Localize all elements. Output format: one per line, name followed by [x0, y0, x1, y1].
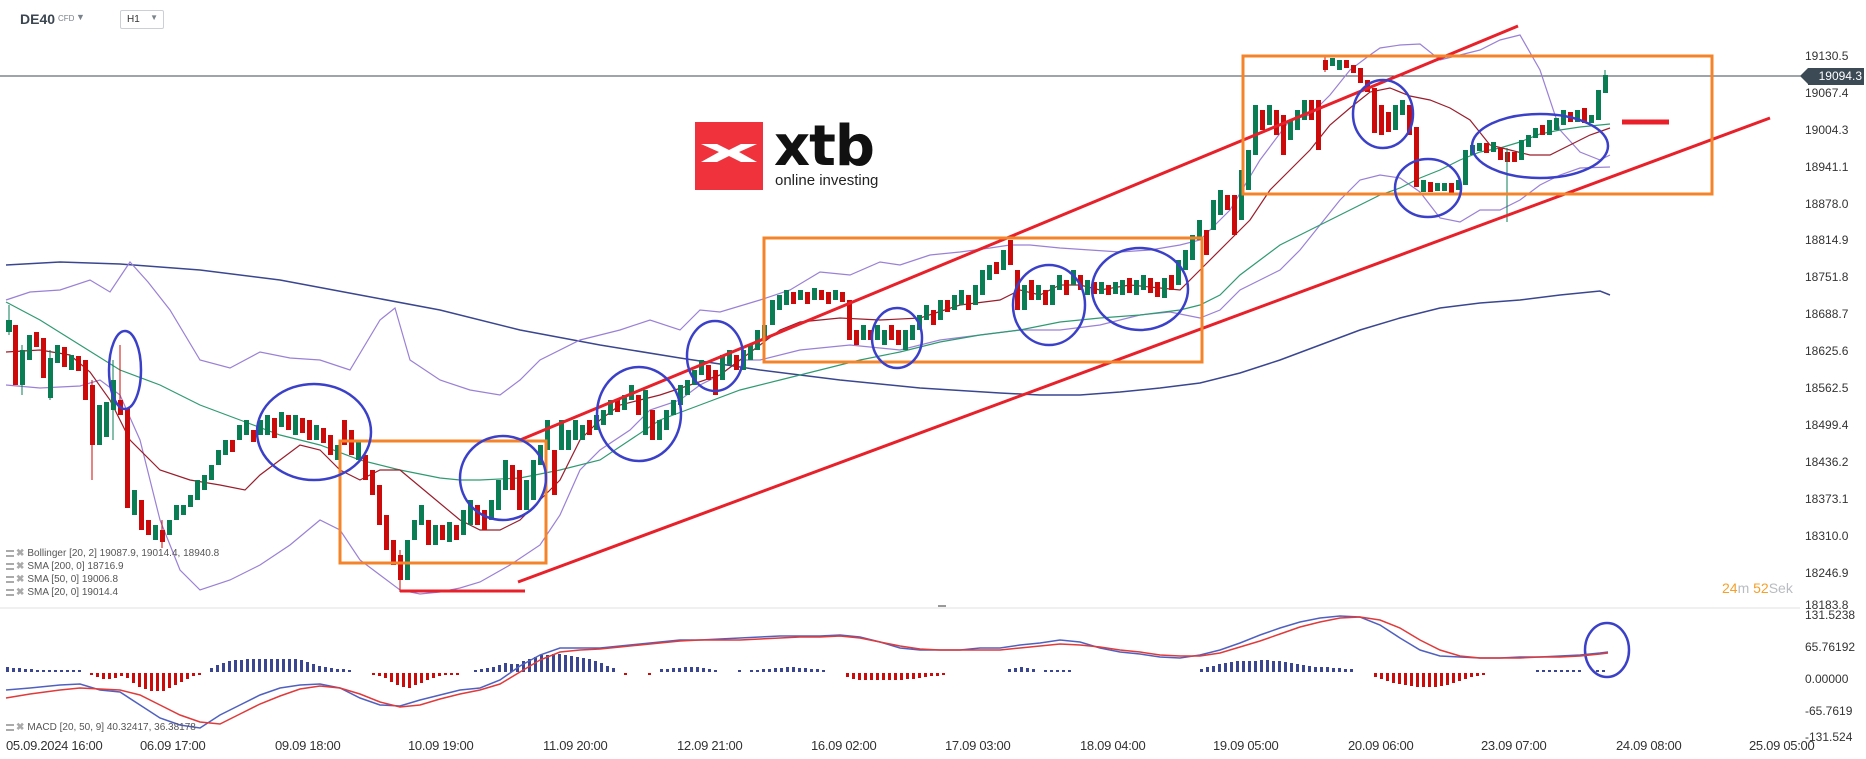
time-tick: 09.09 18:00: [275, 738, 341, 753]
indicator-macd: ✖ MACD [20, 50, 9] 40.32417, 36.38178: [6, 722, 196, 733]
range-box-2: [762, 236, 1204, 364]
macd-signal-line: [5, 616, 1609, 725]
highlight-circles: [107, 78, 1631, 679]
price-tick: 18625.6: [1805, 344, 1849, 358]
macd-tick: -65.7619: [1805, 704, 1853, 718]
price-tick: 19004.3: [1805, 123, 1849, 137]
time-tick: 20.09 06:00: [1348, 738, 1414, 753]
indicator-sma20: ✖ SMA [20, 0] 19014.4: [6, 587, 118, 598]
price-tick: 18941.1: [1805, 160, 1849, 174]
symbol-type: CFD: [58, 14, 75, 23]
remove-indicator-icon[interactable]: ✖: [16, 561, 25, 572]
sma20-line: [5, 87, 1611, 531]
indicator-bollinger: ✖ Bollinger [20, 2] 19087.9, 19014.4, 189…: [6, 548, 219, 559]
current-price-tag: 19094.3: [1800, 68, 1864, 85]
time-tick: 23.09 07:00: [1481, 738, 1547, 753]
time-tick: 19.09 05:00: [1213, 738, 1279, 753]
xtb-logo-tagline: online investing: [775, 172, 879, 189]
price-tick: 18814.9: [1805, 233, 1849, 247]
timeframe-value: H1: [127, 14, 140, 25]
symbol-dropdown-icon[interactable]: ▼: [76, 12, 85, 22]
time-tick: 06.09 17:00: [140, 738, 206, 753]
time-tick: 16.09 02:00: [811, 738, 877, 753]
remove-indicator-icon[interactable]: ✖: [16, 587, 25, 598]
range-box-3: [1241, 54, 1714, 196]
trendline-upper: [519, 24, 1519, 442]
chevron-down-icon: ▼: [150, 13, 158, 22]
settings-icon[interactable]: [6, 575, 14, 583]
macd-tick: 131.5238: [1805, 608, 1856, 622]
time-tick: 24.09 08:00: [1616, 738, 1682, 753]
price-tick: 18310.0: [1805, 529, 1849, 543]
price-tick: 18373.1: [1805, 492, 1849, 506]
sma200-line: [5, 261, 1611, 396]
sma50-line: [5, 123, 1611, 481]
price-tick: 19067.4: [1805, 86, 1849, 100]
macd-histogram: [6, 654, 1605, 691]
range-box-1: [338, 439, 548, 565]
xtb-logo-text: xtb: [774, 114, 875, 179]
time-tick: 10.09 19:00: [408, 738, 474, 753]
settings-icon[interactable]: [6, 588, 14, 596]
macd-tick: -131.524: [1805, 730, 1853, 744]
xtb-logo-mark: [695, 122, 763, 190]
indicator-sma200: ✖ SMA [200, 0] 18716.9: [6, 561, 124, 572]
timeframe-select[interactable]: H1 ▼: [120, 10, 164, 29]
time-tick: 11.09 20:00: [543, 738, 608, 753]
settings-icon[interactable]: [6, 723, 14, 731]
remove-indicator-icon[interactable]: ✖: [16, 574, 25, 585]
settings-icon[interactable]: [6, 562, 14, 570]
indicator-sma50: ✖ SMA [50, 0] 19006.8: [6, 574, 118, 585]
time-tick: 25.09 05:00: [1749, 738, 1815, 753]
chart-toolbar: DE40 CFD ▼ H1 ▼: [0, 0, 1866, 36]
candles: [6, 55, 1608, 592]
price-tick: 18499.4: [1805, 418, 1849, 432]
time-tick: 18.09 04:00: [1080, 738, 1146, 753]
remove-indicator-icon[interactable]: ✖: [16, 548, 25, 559]
bollinger-upper: [5, 34, 1611, 396]
remove-indicator-icon[interactable]: ✖: [16, 722, 25, 733]
price-tick: 18183.8: [1805, 598, 1849, 612]
time-tick: 05.09.2024 16:00: [6, 738, 103, 753]
time-tick: 17.09 03:00: [945, 738, 1011, 753]
time-tick: 12.09 21:00: [677, 738, 743, 753]
price-tick: 18436.2: [1805, 455, 1849, 469]
price-tick: 18562.5: [1805, 381, 1849, 395]
bollinger-lower: [5, 166, 1611, 595]
symbol-selector[interactable]: DE40: [20, 11, 56, 27]
price-tick: 18688.7: [1805, 307, 1849, 321]
price-tick: 18878.0: [1805, 197, 1849, 211]
price-tick: 18246.9: [1805, 566, 1849, 580]
settings-icon[interactable]: [6, 549, 14, 557]
price-tick: 19130.5: [1805, 49, 1849, 63]
candle-countdown: 24m 52Sek: [1722, 580, 1793, 596]
macd-tick: 65.76192: [1805, 640, 1856, 654]
price-tick: 18751.8: [1805, 270, 1849, 284]
macd-tick: 0.00000: [1805, 672, 1849, 686]
